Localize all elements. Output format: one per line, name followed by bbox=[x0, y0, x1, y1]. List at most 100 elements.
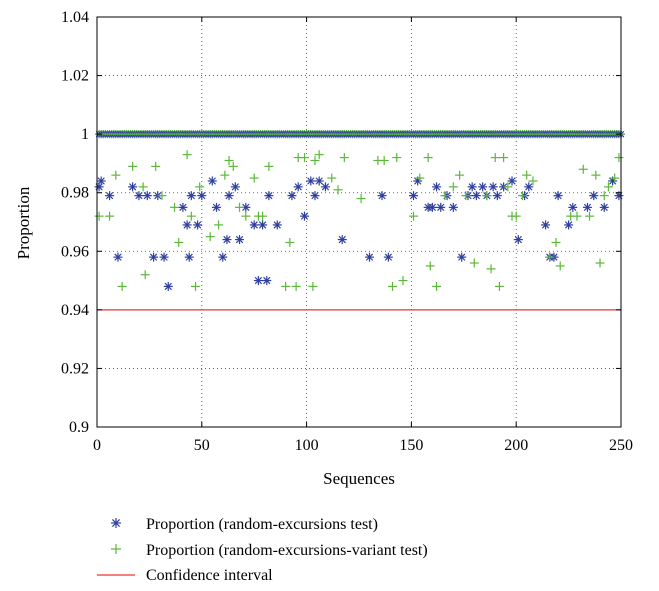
plus-point bbox=[490, 153, 500, 163]
plus-point bbox=[423, 153, 433, 163]
legend-item-excursions: Proportion (random-excursions test) bbox=[111, 516, 378, 533]
asterisk-point bbox=[197, 191, 207, 201]
asterisk-point bbox=[258, 220, 268, 230]
asterisk-point bbox=[337, 235, 347, 245]
axes bbox=[96, 16, 622, 428]
legend-item-variant: Proportion (random-excursions-variant te… bbox=[111, 542, 428, 559]
asterisk-point bbox=[582, 202, 592, 212]
plus-point bbox=[572, 211, 582, 221]
plus-point bbox=[614, 153, 624, 163]
asterisk-point bbox=[471, 191, 481, 201]
legend-item-confidence: Confidence interval bbox=[97, 567, 273, 584]
asterisk-point bbox=[377, 191, 387, 201]
plus-point bbox=[503, 182, 513, 192]
asterisk-point bbox=[222, 235, 232, 245]
asterisk-point bbox=[507, 176, 517, 186]
asterisk-point bbox=[310, 191, 320, 201]
y-axis-label: Proportion bbox=[14, 186, 33, 259]
asterisk-point bbox=[306, 176, 316, 186]
plus-point bbox=[511, 211, 521, 221]
asterisk-point bbox=[314, 176, 324, 186]
asterisk-point bbox=[287, 191, 297, 201]
plus-point bbox=[333, 185, 343, 195]
plus-point bbox=[591, 170, 601, 180]
plus-point bbox=[314, 150, 324, 160]
plus-point bbox=[205, 232, 215, 242]
asterisk-point bbox=[568, 202, 578, 212]
plus-point bbox=[440, 191, 450, 201]
plus-point bbox=[258, 211, 268, 221]
plus-point bbox=[585, 211, 595, 221]
asterisk-point bbox=[211, 202, 221, 212]
asterisk-point bbox=[513, 235, 523, 245]
plus-point bbox=[291, 281, 301, 291]
asterisk-point bbox=[186, 191, 196, 201]
asterisk-point bbox=[488, 182, 498, 192]
plus-point bbox=[482, 191, 492, 201]
plus-point bbox=[425, 261, 435, 271]
plus-point bbox=[235, 202, 245, 212]
asterisk-point bbox=[184, 252, 194, 262]
y-tick-label: 0.94 bbox=[61, 302, 89, 319]
asterisk-point bbox=[436, 202, 446, 212]
asterisk-point bbox=[111, 518, 121, 528]
x-tick-label: 0 bbox=[93, 437, 101, 454]
asterisk-point bbox=[193, 220, 203, 230]
plus-point bbox=[545, 252, 555, 262]
plus-point bbox=[499, 153, 509, 163]
asterisk-point bbox=[249, 220, 259, 230]
plus-point bbox=[392, 153, 402, 163]
y-tick-label: 0.98 bbox=[61, 185, 89, 202]
plus-point bbox=[249, 173, 259, 183]
asterisk-point bbox=[541, 220, 551, 230]
plus-point bbox=[151, 161, 161, 171]
plus-point bbox=[448, 182, 458, 192]
asterisk-point bbox=[128, 182, 138, 192]
plus-point bbox=[310, 156, 320, 165]
legend-label-variant: Proportion (random-excursions-variant te… bbox=[146, 542, 428, 559]
asterisk-point bbox=[364, 252, 374, 262]
asterisk-point bbox=[408, 191, 418, 201]
plus-point bbox=[327, 173, 337, 183]
asterisk-point bbox=[262, 276, 272, 286]
asterisk-point bbox=[264, 191, 274, 201]
legend-marker-asterisk bbox=[111, 518, 121, 528]
plus-point bbox=[186, 211, 196, 221]
plus-point bbox=[339, 153, 349, 163]
plus-point bbox=[603, 182, 613, 192]
asterisk-point bbox=[589, 191, 599, 201]
plus-point bbox=[522, 170, 532, 180]
plus-point bbox=[264, 161, 274, 171]
asterisk-point bbox=[492, 191, 502, 201]
asterisk-point bbox=[149, 252, 159, 262]
plus-point bbox=[461, 191, 471, 201]
x-tick-label: 50 bbox=[194, 437, 210, 454]
plus-point bbox=[157, 191, 167, 201]
asterisk-point bbox=[218, 252, 228, 262]
plus-point bbox=[300, 153, 310, 163]
y-tick-label: 0.96 bbox=[61, 243, 89, 260]
plus-point bbox=[117, 281, 127, 291]
plus-point bbox=[578, 164, 588, 174]
asterisk-point bbox=[293, 182, 303, 192]
plus-point bbox=[610, 173, 620, 183]
plus-point bbox=[517, 191, 527, 201]
tick-labels: 0 50 100 150 200 250 0.9 0.92 0.94 0.96 0.98 1 1.02 1… bbox=[61, 9, 633, 454]
asterisk-point bbox=[178, 202, 188, 212]
plus-point bbox=[228, 161, 238, 171]
legend: Proportion (random-excursions test) Prop… bbox=[97, 516, 428, 584]
asterisk-point bbox=[142, 191, 152, 201]
plus-point bbox=[224, 156, 234, 165]
plus-point bbox=[415, 173, 425, 183]
y-tick-label: 0.9 bbox=[69, 419, 89, 436]
plus-point bbox=[599, 191, 609, 201]
asterisk-point bbox=[524, 182, 534, 192]
plus-point bbox=[140, 270, 150, 280]
plus-point bbox=[455, 170, 465, 180]
asterisk-point bbox=[467, 182, 477, 192]
asterisk-point bbox=[457, 252, 467, 262]
plus-point bbox=[379, 156, 389, 165]
plus-point bbox=[469, 258, 479, 268]
plus-point bbox=[220, 170, 230, 180]
